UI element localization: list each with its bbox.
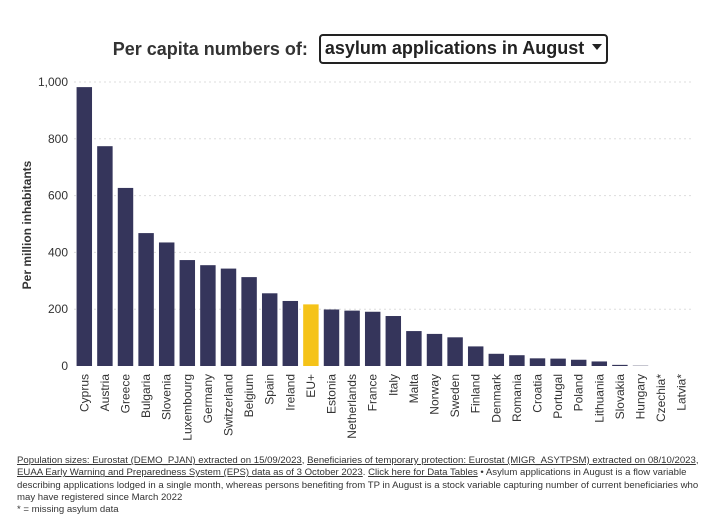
bar-eu[interactable] bbox=[303, 304, 319, 366]
x-tick-label: Switzerland bbox=[222, 374, 236, 436]
x-tick-label: Bulgaria bbox=[139, 374, 153, 418]
data-tables-link[interactable]: Click here for Data Tables bbox=[368, 467, 478, 479]
bar-estonia[interactable] bbox=[323, 309, 340, 366]
bar-slovakia[interactable] bbox=[612, 364, 628, 366]
footer-description: • Asylum applications in August is a flo… bbox=[17, 467, 699, 503]
bar-sweden[interactable] bbox=[447, 337, 463, 366]
x-tick-label: EU+ bbox=[304, 374, 318, 398]
bar-poland[interactable] bbox=[570, 359, 587, 366]
x-tick-label: Sweden bbox=[448, 374, 462, 417]
bar-malta[interactable] bbox=[406, 331, 422, 366]
y-axis-ticks: 0 200 400 600 800 1,000 bbox=[38, 75, 68, 373]
x-tick-label: Finland bbox=[469, 374, 483, 413]
x-tick-label: Estonia bbox=[325, 374, 339, 414]
bar-switzerland[interactable] bbox=[220, 268, 237, 366]
y-tick-label: 0 bbox=[61, 359, 68, 373]
x-tick-label: Latvia* bbox=[675, 374, 689, 411]
metric-select[interactable]: asylum applications in August bbox=[318, 34, 609, 64]
separator: , bbox=[695, 455, 699, 466]
y-tick-label: 600 bbox=[48, 189, 68, 203]
metric-select-value: asylum applications in August bbox=[324, 38, 585, 58]
x-tick-label: Poland bbox=[572, 374, 586, 411]
gridlines bbox=[74, 81, 692, 310]
bar-austria[interactable] bbox=[97, 146, 113, 366]
y-tick-label: 200 bbox=[48, 302, 68, 316]
bar-france[interactable] bbox=[364, 311, 381, 366]
x-tick-label: Slovenia bbox=[160, 374, 174, 420]
bar-italy[interactable] bbox=[385, 316, 402, 366]
bar-norway[interactable] bbox=[426, 333, 443, 366]
bars bbox=[76, 87, 649, 366]
bar-luxembourg[interactable] bbox=[179, 260, 196, 366]
y-tick-label: 1,000 bbox=[38, 75, 68, 89]
bar-spain[interactable] bbox=[261, 293, 278, 366]
y-tick-label: 800 bbox=[48, 132, 68, 146]
title-prefix: Per capita numbers of: bbox=[112, 38, 308, 59]
x-tick-label: Lithuania bbox=[592, 374, 606, 423]
bar-ireland[interactable] bbox=[282, 300, 299, 366]
x-tick-label: Germany bbox=[201, 374, 215, 423]
x-tick-label: Netherlands bbox=[345, 374, 359, 439]
bar-greece[interactable] bbox=[117, 187, 134, 366]
bar-cyprus[interactable] bbox=[76, 87, 93, 366]
x-tick-label: Spain bbox=[263, 374, 277, 405]
y-tick-label: 400 bbox=[48, 245, 68, 259]
x-tick-label: Romania bbox=[510, 374, 524, 422]
separator: , bbox=[301, 455, 308, 466]
chevron-down-icon[interactable] bbox=[592, 44, 603, 51]
source-link-eps[interactable]: EUAA Early Warning and Preparedness Syst… bbox=[17, 467, 363, 479]
bar-croatia[interactable] bbox=[529, 358, 546, 366]
x-tick-label: Czechia* bbox=[654, 374, 668, 422]
x-tick-label: Belgium bbox=[242, 374, 256, 417]
bar-lithuania[interactable] bbox=[591, 361, 608, 366]
bar-germany[interactable] bbox=[200, 265, 216, 366]
x-tick-label: Cyprus bbox=[77, 374, 91, 412]
bar-slovenia[interactable] bbox=[158, 242, 175, 366]
chart-footer: Population sizes: Eurostat (DEMO_PJAN) e… bbox=[17, 455, 707, 516]
x-tick-label: Norway bbox=[428, 374, 442, 415]
source-notes: Population sizes: Eurostat (DEMO_PJAN) e… bbox=[17, 455, 707, 504]
source-link-population[interactable]: Population sizes: Eurostat (DEMO_PJAN) e… bbox=[17, 455, 302, 466]
bar-finland[interactable] bbox=[467, 346, 484, 366]
x-tick-label: Ireland bbox=[283, 374, 297, 411]
x-tick-label: Greece bbox=[119, 374, 133, 414]
chart-title-row: Per capita numbers of: asylum applicatio… bbox=[0, 34, 721, 64]
x-tick-label: Portugal bbox=[551, 374, 565, 419]
bar-romania[interactable] bbox=[509, 355, 525, 366]
bar-bulgaria[interactable] bbox=[138, 233, 154, 366]
y-axis-label: Per million inhabitants bbox=[20, 160, 34, 289]
missing-data-note: * = missing asylum data bbox=[17, 504, 119, 516]
x-tick-label: Hungary bbox=[634, 374, 648, 419]
source-link-temporary-protection[interactable]: Beneficiaries of temporary protection: E… bbox=[307, 455, 696, 466]
bar-belgium[interactable] bbox=[241, 277, 257, 366]
x-axis-ticks: Cyprus Austria Greece Bulgaria Slovenia Luxem… bbox=[77, 373, 688, 441]
x-tick-label: Italy bbox=[386, 374, 400, 396]
bar-portugal[interactable] bbox=[550, 358, 566, 366]
bar-netherlands[interactable] bbox=[344, 310, 360, 366]
bar-chart: 0 200 400 600 800 1,000 Cyprus Austria Greece Bu… bbox=[20, 75, 692, 441]
x-tick-label: Malta bbox=[407, 374, 421, 404]
x-tick-label: Slovakia bbox=[613, 374, 627, 420]
bar-denmark[interactable] bbox=[488, 353, 505, 366]
x-tick-label: Croatia bbox=[531, 374, 545, 413]
x-tick-label: France bbox=[366, 374, 380, 412]
x-tick-label: Luxembourg bbox=[180, 374, 194, 441]
x-tick-label: Denmark bbox=[489, 373, 503, 423]
x-tick-label: Austria bbox=[98, 374, 112, 412]
separator: . bbox=[362, 467, 369, 479]
